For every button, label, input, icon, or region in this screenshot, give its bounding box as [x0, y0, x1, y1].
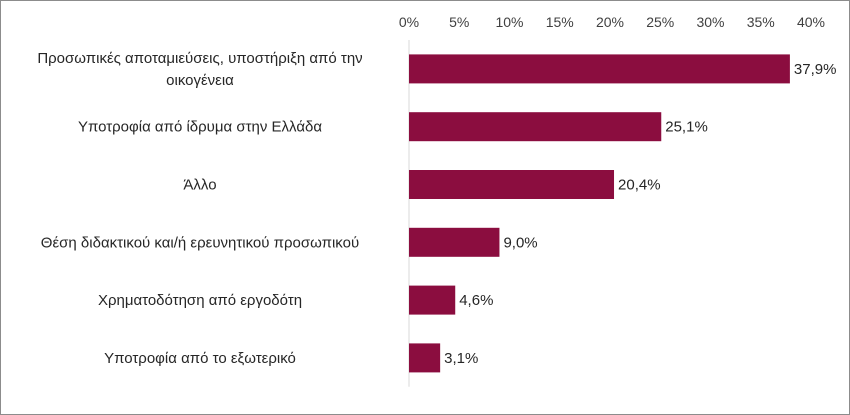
- bar: [409, 170, 615, 199]
- x-tick-label: 0%: [399, 14, 419, 30]
- x-tick-label: 25%: [646, 14, 674, 30]
- category-label: οικογένεια: [166, 72, 234, 89]
- x-tick-label: 5%: [449, 14, 469, 30]
- bar: [409, 112, 662, 142]
- x-tick-label: 15%: [546, 14, 574, 30]
- data-label: 3,1%: [444, 350, 478, 367]
- category-label: Υποτροφία από το εξωτερικό: [104, 350, 296, 367]
- bar: [409, 343, 441, 373]
- x-tick-label: 10%: [495, 14, 523, 30]
- category-label: Άλλο: [183, 177, 216, 194]
- data-label: 4,6%: [459, 292, 493, 309]
- data-label: 20,4%: [618, 177, 661, 194]
- category-label: Προσωπικές αποταμιεύσεις, υποστήριξη από…: [37, 50, 362, 67]
- category-label: Θέση διδακτικού και/ή ερευνητικού προσωπ…: [41, 234, 359, 251]
- x-tick-label: 35%: [747, 14, 775, 30]
- x-tick-label: 30%: [696, 14, 724, 30]
- bar: [409, 54, 790, 84]
- bar: [409, 285, 456, 315]
- category-label: Υποτροφία από ίδρυμα στην Ελλάδα: [78, 119, 322, 136]
- data-label: 9,0%: [503, 234, 537, 251]
- bar: [409, 227, 500, 257]
- data-label: 37,9%: [794, 61, 837, 78]
- x-tick-label: 20%: [596, 14, 624, 30]
- data-label: 25,1%: [665, 119, 708, 136]
- category-label: Χρηματοδότηση από εργοδότη: [98, 292, 302, 309]
- x-tick-label: 40%: [797, 14, 825, 30]
